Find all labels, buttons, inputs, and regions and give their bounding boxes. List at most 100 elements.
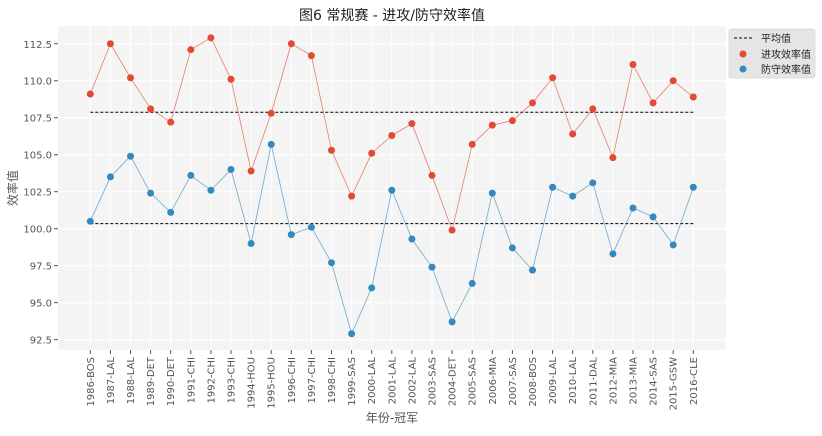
legend: 平均值 进攻效率值 防守效率值 (728, 28, 816, 79)
defense-point (207, 186, 215, 194)
legend-box (728, 28, 816, 79)
x-tick-label: 1999-SAS (347, 357, 358, 406)
offense-point (549, 74, 557, 82)
offense-point (468, 140, 476, 148)
legend-offense-label: 进攻效率值 (761, 48, 811, 61)
defense-point (127, 152, 134, 160)
x-tick-label: 2014-SAS (649, 357, 660, 406)
offense-point (529, 99, 536, 107)
x-axis-label: 年份-冠军 (366, 411, 418, 425)
offense-point (127, 74, 134, 82)
x-tick-label: 2002-LAL (407, 357, 418, 405)
x-tick-label: 1995-HOU (267, 357, 278, 409)
defense-point (368, 284, 376, 292)
y-tick-label: 110.0 (23, 77, 52, 88)
x-tick-label: 1998-CHI (327, 357, 338, 404)
offense-point (428, 171, 436, 179)
offense-point (488, 121, 496, 129)
defense-point (348, 330, 356, 338)
offense-point (167, 118, 175, 126)
defense-point (569, 192, 577, 200)
defense-point (549, 183, 557, 191)
defense-point (689, 183, 697, 191)
defense-point (247, 239, 255, 247)
x-tick-label: 1997-CHI (307, 357, 318, 404)
x-tick-label: 2010-LAL (568, 357, 579, 405)
x-tick-label: 2005-SAS (468, 357, 479, 406)
y-tick-label: 97.5 (30, 262, 52, 273)
defense-point (468, 279, 476, 287)
offense-point (207, 34, 215, 42)
offense-point (307, 52, 315, 60)
chart-title: 图6 常规赛 - 进攻/防守效率值 (299, 7, 485, 24)
y-tick-label: 102.5 (23, 188, 52, 199)
offense-point (328, 146, 335, 154)
offense-point (669, 77, 677, 85)
legend-offense-marker (739, 50, 747, 58)
x-tick-label: 2012-MIA (608, 357, 619, 405)
offense-point (187, 46, 195, 54)
defense-point (529, 266, 536, 274)
defense-point (388, 186, 396, 194)
x-tick-label: 1993-CHI (227, 357, 238, 404)
offense-point (388, 131, 396, 139)
defense-point (408, 235, 416, 243)
defense-point (287, 231, 295, 239)
defense-point (187, 171, 195, 179)
x-tick-label: 2011-DAL (588, 357, 599, 406)
x-tick-label: 2009-LAL (548, 357, 559, 405)
defense-point (227, 166, 235, 174)
defense-point (428, 263, 436, 271)
defense-point (307, 223, 315, 231)
x-tick-label: 1991-CHI (186, 357, 197, 404)
defense-point (609, 250, 617, 258)
offense-point (408, 120, 416, 128)
x-tick-label: 2015-GSW (669, 357, 680, 411)
y-tick-label: 112.5 (23, 40, 52, 51)
x-tick-label: 2006-MIA (488, 357, 499, 405)
defense-point (589, 179, 597, 187)
x-tick-label: 2007-SAS (508, 357, 519, 406)
x-tick-label: 2004-DET (448, 356, 459, 406)
offense-point (609, 154, 617, 162)
defense-point (488, 189, 496, 197)
x-tick-label: 1989-DET (146, 356, 157, 406)
offense-point (448, 226, 456, 234)
offense-point (247, 167, 255, 175)
offense-point (227, 75, 235, 83)
y-axis-label: 效率值 (5, 170, 20, 206)
offense-point (649, 99, 657, 107)
y-tick-label: 92.5 (30, 336, 52, 347)
defense-point (167, 208, 175, 216)
x-tick-label: 1986-BOS (86, 357, 97, 407)
x-tick-label: 2008-BOS (528, 357, 539, 407)
y-tick-label: 107.5 (23, 114, 52, 125)
offense-point (267, 109, 275, 117)
defense-point (86, 217, 94, 225)
offense-point (589, 105, 597, 113)
defense-point (649, 213, 657, 221)
offense-point (86, 90, 94, 98)
defense-point (669, 241, 677, 249)
x-tick-label: 2013-MIA (629, 357, 640, 405)
offense-point (287, 40, 295, 48)
y-tick-label: 95.0 (30, 299, 52, 310)
defense-point (267, 140, 275, 148)
legend-defense-label: 防守效率值 (761, 63, 811, 76)
x-tick-label: 1994-HOU (247, 357, 258, 409)
x-tick-label: 2001-LAL (387, 357, 398, 405)
defense-point (328, 259, 335, 267)
offense-point (348, 192, 356, 200)
x-tick-label: 2016-CLE (689, 357, 700, 405)
offense-point (629, 60, 637, 68)
offense-point (106, 40, 114, 48)
x-tick-label: 2000-LAL (367, 357, 378, 405)
x-tick-label: 1987-LAL (106, 357, 117, 405)
offense-point (569, 130, 577, 138)
defense-point (448, 318, 456, 326)
x-tick-label: 1990-DET (166, 356, 177, 406)
defense-point (106, 173, 114, 181)
y-tick-label: 100.0 (23, 225, 52, 236)
x-tick-label: 1996-CHI (287, 357, 298, 404)
